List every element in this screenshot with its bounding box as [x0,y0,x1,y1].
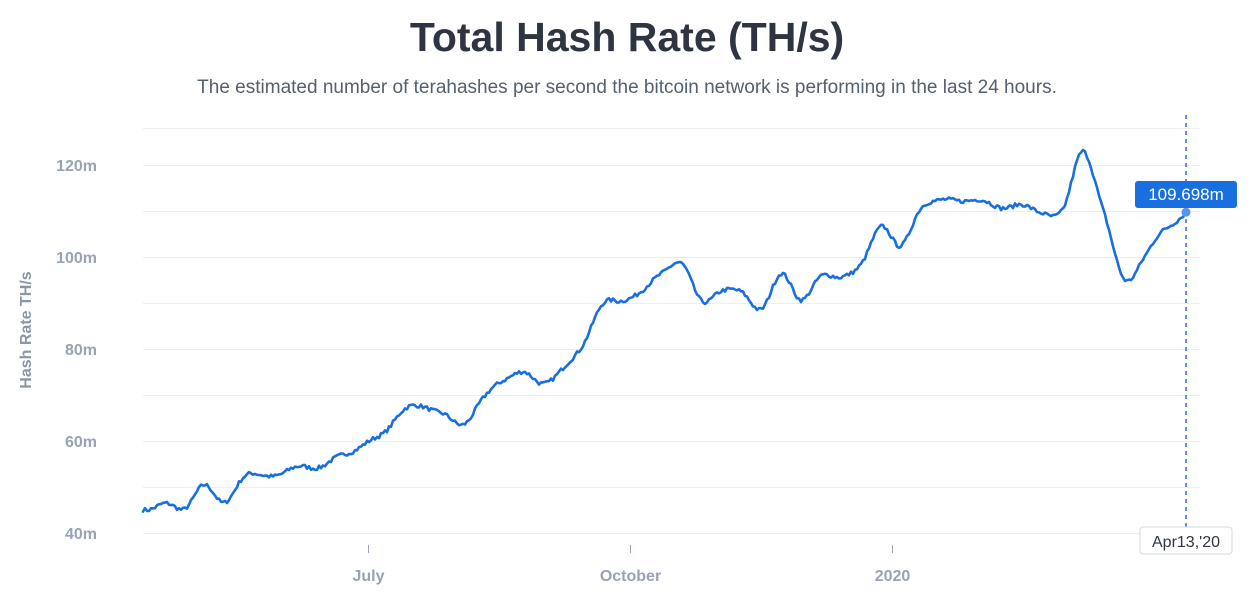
x-tick-label: July [352,568,384,585]
value-tooltip: 109.698m [1135,181,1237,208]
hover-point[interactable] [1181,207,1191,217]
x-tick-label: October [600,568,661,585]
y-tick-label: 40m [65,526,97,543]
y-tick-label: 80m [65,342,97,359]
grid-lines [143,128,1200,534]
y-tick-label: 120m [56,158,97,175]
y-tick-label: 60m [65,434,97,451]
date-tooltip-box [1139,526,1233,555]
chart-subtitle: The estimated number of terahashes per s… [197,77,1057,98]
y-tick-label: 100m [56,250,97,267]
x-tick-label: 2020 [875,568,911,585]
y-axis: 40m 60m 80m 100m 120m [56,158,97,543]
series-line-hash-rate [141,148,1188,513]
chart-title: Total Hash Rate (TH/s) [409,14,845,60]
y-axis-label: Hash Rate TH/s [18,271,35,388]
date-tooltip: Apr13,'20 [1139,526,1233,555]
value-tooltip-label: 109.698m [1148,185,1224,204]
x-axis: July October 2020 [352,545,910,585]
date-tooltip-label: Apr13,'20 [1152,534,1220,551]
value-tooltip-box [1135,181,1237,208]
